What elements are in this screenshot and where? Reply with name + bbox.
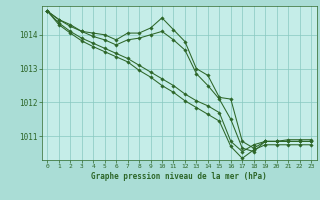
X-axis label: Graphe pression niveau de la mer (hPa): Graphe pression niveau de la mer (hPa): [91, 172, 267, 181]
